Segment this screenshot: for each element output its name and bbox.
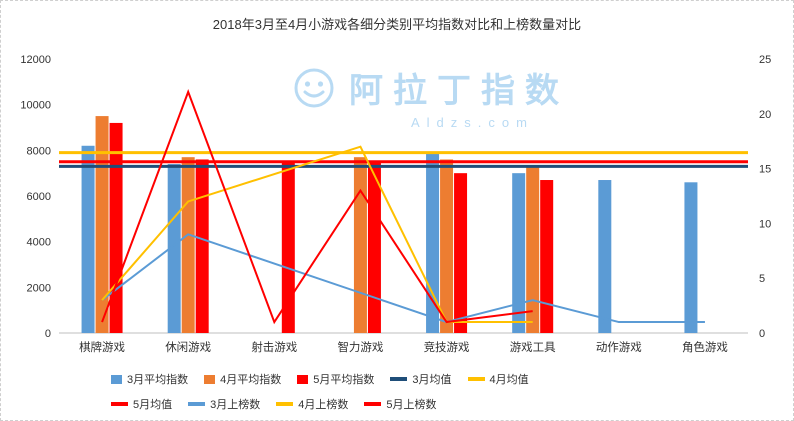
left-axis-tick-label: 2000	[27, 282, 51, 294]
legend-marker	[204, 374, 216, 384]
category-label: 角色游戏	[682, 340, 728, 354]
legend-label: 4月上榜数	[298, 399, 349, 411]
bar-5月平均指数	[195, 159, 209, 333]
legend-marker	[297, 374, 309, 384]
bar-5月平均指数	[109, 122, 123, 333]
bar-4月平均指数	[353, 157, 367, 333]
category-label: 动作游戏	[596, 341, 642, 354]
legend-label: 4月均值	[489, 374, 529, 386]
left-axis-tick-label: 10000	[20, 100, 51, 112]
legend-item-5月平均指数: 5月平均指数	[297, 371, 374, 387]
plot-area: 0 2000 4000 6000 8000 10000 12000 0 5 10 15 20 25 棋牌游…	[20, 54, 771, 354]
legend-item-4月平均指数: 4月平均指数	[204, 371, 281, 387]
legend-label: 5月上榜数	[386, 399, 437, 411]
legend-item-4月上榜数: 4月上榜数	[276, 396, 348, 412]
legend-label: 5月平均指数	[313, 374, 375, 386]
right-axis-tick-label: 20	[759, 109, 771, 121]
legend-item-4月均值: 4月均值	[467, 371, 529, 387]
count-line-5月上榜数	[101, 89, 533, 325]
legend-item-5月上榜数: 5月上榜数	[364, 396, 437, 412]
legend-row: 3月平均指数 4月平均指数 5月平均指数 3月均值 4月均值	[111, 371, 793, 387]
legend-label: 3月均值	[412, 374, 452, 386]
legend-label: 5月均值	[133, 399, 173, 411]
legend-row: 5月均值 3月上榜数 4月上榜数 5月上榜数	[111, 396, 793, 412]
bar-3月平均指数	[512, 173, 526, 333]
bar-5月平均指数	[540, 180, 554, 333]
category-label: 射击游戏	[251, 340, 297, 354]
right-axis-tick-label: 10	[759, 218, 771, 230]
bar-4月平均指数	[440, 159, 454, 333]
right-axis-tick-label: 25	[759, 54, 771, 66]
legend-marker	[276, 402, 294, 406]
legend-marker	[364, 402, 382, 406]
left-axis-tick-label: 6000	[27, 191, 51, 203]
bar-5月平均指数	[281, 161, 295, 333]
left-axis-tick-label: 0	[45, 328, 51, 340]
bar-3月平均指数	[167, 164, 181, 333]
legend-item-5月均值: 5月均值	[111, 396, 172, 412]
category-label: 竞技游戏	[424, 340, 470, 354]
right-axis-tick-label: 15	[759, 164, 771, 176]
count-line-3月上榜数	[101, 233, 705, 324]
legend-item-3月均值: 3月均值	[390, 371, 452, 387]
legend-marker	[111, 402, 128, 406]
bar-3月平均指数	[684, 182, 698, 333]
legend-label: 3月上榜数	[210, 399, 261, 411]
bar-5月平均指数	[367, 161, 381, 333]
left-axis-tick-label: 12000	[20, 54, 51, 66]
category-label: 棋牌游戏	[79, 340, 125, 354]
right-axis-tick-label: 0	[759, 328, 765, 340]
legend-marker	[390, 377, 408, 381]
legend-item-3月平均指数: 3月平均指数	[111, 371, 188, 387]
chart-title: 2018年3月至4月小游戏各细分类别平均指数对比和上榜数量对比	[212, 17, 582, 32]
category-label: 休闲游戏	[165, 340, 211, 354]
bar-4月平均指数	[526, 166, 540, 333]
left-axis-tick-label: 8000	[27, 145, 51, 157]
bar-5月平均指数	[454, 173, 468, 333]
legend-marker	[111, 374, 122, 384]
legend: 3月平均指数 4月平均指数 5月平均指数 3月均值 4月均值 5月均值 3月上榜数 4月上榜数…	[1, 371, 793, 412]
bar-4月平均指数	[181, 157, 195, 333]
bar-4月平均指数	[95, 116, 109, 333]
legend-marker	[467, 377, 485, 381]
legend-label: 4月平均指数	[220, 374, 282, 386]
count-line-4月上榜数	[101, 145, 533, 324]
category-label: 智力游戏	[337, 340, 383, 354]
category-label: 游戏工具	[510, 341, 556, 354]
bar-3月平均指数	[81, 145, 95, 333]
legend-item-3月上榜数: 3月上榜数	[188, 396, 260, 412]
bar-3月平均指数	[598, 180, 612, 333]
left-axis-tick-label: 4000	[27, 237, 51, 249]
legend-label: 3月平均指数	[127, 374, 189, 386]
legend-marker	[188, 402, 206, 406]
right-axis-tick-label: 5	[759, 273, 765, 285]
